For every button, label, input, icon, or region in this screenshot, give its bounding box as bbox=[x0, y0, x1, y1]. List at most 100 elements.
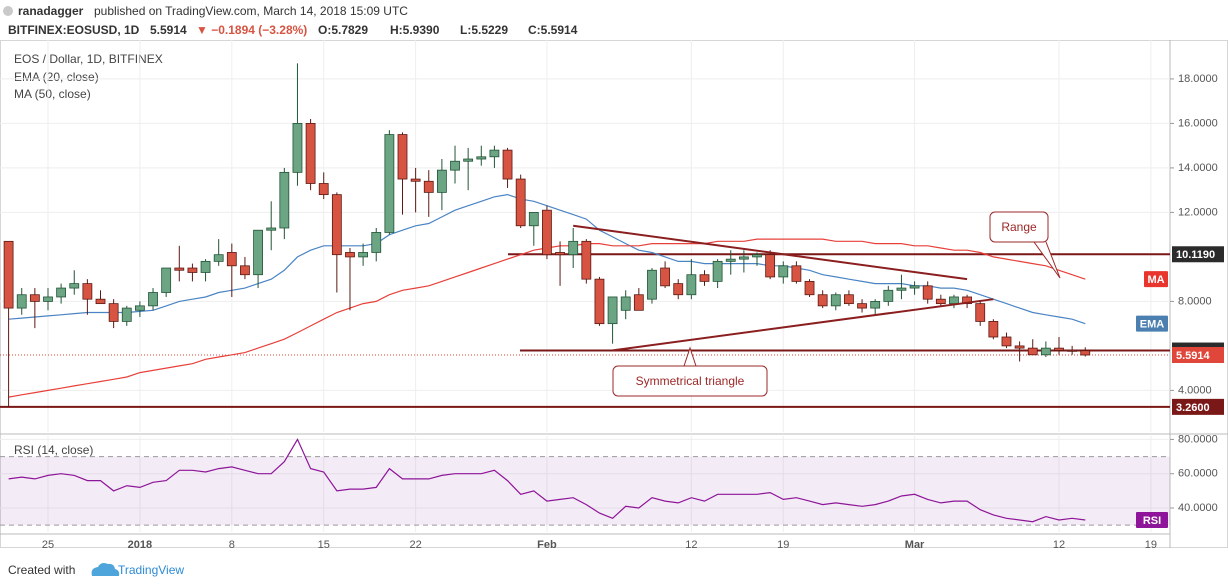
x-tick-label: 19 bbox=[777, 539, 789, 551]
published: published on TradingView.com, March 14, … bbox=[94, 4, 408, 18]
brand-logo bbox=[91, 563, 120, 576]
candle-body bbox=[108, 303, 119, 322]
candle-body bbox=[436, 169, 447, 193]
candle-body bbox=[266, 227, 277, 231]
candle-body bbox=[1080, 350, 1091, 356]
candle-body bbox=[647, 269, 657, 300]
candle-body bbox=[844, 294, 854, 305]
y-tick-label: 14.0000 bbox=[1178, 162, 1218, 174]
candle-body bbox=[345, 252, 355, 258]
candle-body bbox=[1067, 349, 1078, 352]
candle-body bbox=[187, 267, 198, 273]
candle-body bbox=[384, 134, 395, 233]
callout-text: Range bbox=[1001, 220, 1037, 234]
ohlc-high: H:5.9390 bbox=[390, 23, 440, 37]
candle-body bbox=[515, 178, 526, 227]
candle-body bbox=[82, 283, 93, 300]
candle-body bbox=[1014, 345, 1025, 349]
indicator-line bbox=[8, 438, 1086, 523]
y-tick-label: 40.0000 bbox=[1178, 502, 1218, 514]
candle-body bbox=[1027, 347, 1038, 356]
candle-body bbox=[226, 252, 237, 267]
candle-body bbox=[686, 274, 697, 296]
candle-body bbox=[607, 296, 618, 325]
candle-body bbox=[870, 301, 881, 309]
candle-body bbox=[200, 260, 211, 273]
candle-body bbox=[450, 160, 460, 171]
candle-body bbox=[56, 287, 67, 298]
candle-body bbox=[988, 321, 999, 338]
last-price: 5.5914 bbox=[150, 23, 187, 37]
level-tag bbox=[1172, 398, 1224, 415]
ohlc-low: L:5.5229 bbox=[460, 23, 508, 37]
level-tag-label: 5.5914 bbox=[1176, 350, 1211, 362]
rsi-band bbox=[0, 456, 1170, 526]
trendline bbox=[612, 298, 994, 352]
candle-body bbox=[134, 305, 145, 311]
chart-title: EOS / Dollar, 1D, BITFINEX bbox=[14, 52, 163, 66]
avatar bbox=[3, 6, 13, 16]
candle-body bbox=[1001, 336, 1012, 347]
y-tick-label: 8.0000 bbox=[1178, 295, 1212, 307]
candle-body bbox=[791, 265, 802, 282]
x-tick-label: 2018 bbox=[128, 539, 152, 551]
candle-body bbox=[830, 294, 841, 307]
plot: 25 2018 8 15 22 Feb 12 19 Mar 12 19 4.0000 8.0000 12.… bbox=[0, 40, 1224, 551]
candle-body bbox=[555, 252, 565, 256]
indicator-tag-label: MA bbox=[1147, 274, 1164, 286]
candle-body bbox=[279, 171, 290, 229]
candle-body bbox=[778, 265, 789, 278]
candle-body bbox=[331, 194, 342, 256]
candle-body bbox=[896, 287, 907, 291]
candle-body bbox=[883, 289, 894, 302]
candle-body bbox=[909, 285, 920, 289]
candle-body bbox=[673, 283, 684, 296]
candle-body bbox=[752, 254, 762, 258]
x-tick-label: 12 bbox=[685, 539, 697, 551]
candle-body bbox=[29, 294, 40, 302]
legend-ma: MA (50, close) bbox=[14, 87, 91, 101]
footer-brand[interactable]: TradingView bbox=[118, 563, 184, 577]
callout-box bbox=[612, 365, 768, 397]
x-tick-label: Mar bbox=[905, 539, 925, 551]
candle-body bbox=[975, 303, 986, 322]
candle-body bbox=[95, 298, 106, 305]
candle-body bbox=[358, 252, 369, 258]
candle-body bbox=[581, 240, 592, 280]
candle-body bbox=[476, 156, 487, 160]
candle-body bbox=[371, 232, 382, 253]
y-tick-label: 12.0000 bbox=[1178, 206, 1218, 218]
candle-body bbox=[620, 296, 631, 311]
indicator-line bbox=[8, 193, 1086, 325]
callout-text: Symmetrical triangle bbox=[636, 374, 745, 388]
y-tick-label: 60.0000 bbox=[1178, 468, 1218, 480]
candle-body bbox=[121, 307, 132, 322]
legend-rsi: RSI (14, close) bbox=[14, 443, 93, 457]
x-tick-label: 8 bbox=[229, 539, 235, 551]
author[interactable]: ranadagger bbox=[18, 4, 84, 18]
candle-body bbox=[489, 149, 500, 158]
candle-body bbox=[253, 229, 263, 276]
candle-body bbox=[161, 267, 172, 293]
level-tag bbox=[1172, 346, 1224, 363]
indicator-tag bbox=[1136, 512, 1168, 528]
candle-body bbox=[542, 209, 552, 256]
level-tag bbox=[1172, 246, 1224, 263]
x-tick-label: 22 bbox=[410, 539, 422, 551]
candle-body bbox=[292, 123, 303, 173]
candle-body bbox=[16, 294, 27, 309]
candle-body bbox=[43, 296, 53, 302]
candle-body bbox=[397, 134, 408, 180]
y-tick-label: 16.0000 bbox=[1178, 117, 1218, 129]
candle-body bbox=[725, 258, 736, 262]
candle-body bbox=[857, 303, 867, 309]
ohlc-close: C:5.5914 bbox=[528, 23, 578, 37]
candle-body bbox=[463, 158, 474, 162]
x-tick-label: 19 bbox=[1145, 539, 1157, 551]
ohlc-open: O:5.7829 bbox=[318, 23, 368, 37]
candle-body bbox=[738, 256, 749, 260]
callout-pointer bbox=[683, 346, 697, 367]
